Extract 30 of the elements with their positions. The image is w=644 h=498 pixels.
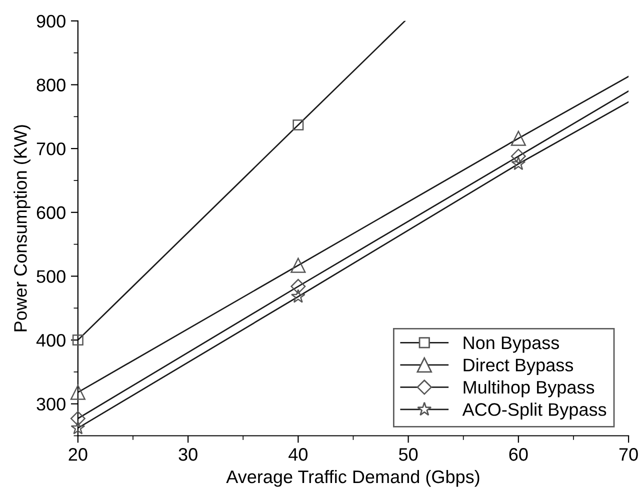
y-tick-label: 700: [36, 142, 66, 156]
legend-label: ACO-Split Bypass: [462, 402, 606, 420]
x-tick-label: 30: [178, 448, 198, 461]
y-tick-label: 500: [36, 270, 66, 283]
y-tick-label: 400: [36, 334, 66, 347]
point: [290, 278, 306, 294]
x-tick-label: 20: [68, 448, 88, 461]
legend-label: Non Bypass: [464, 336, 559, 353]
x-tick-label: 60: [509, 448, 528, 461]
y-tick-label: 600: [36, 206, 66, 220]
y-tick-label: 800: [36, 78, 66, 92]
point: [72, 334, 84, 346]
x-tick-label: 70: [619, 448, 638, 461]
point: [290, 289, 306, 303]
x-axis-title: Average Traffic Demand (Gbps): [226, 470, 480, 487]
point: [510, 148, 526, 164]
y-tick-label: 900: [36, 14, 66, 28]
point: [70, 420, 86, 434]
point: [70, 411, 86, 426]
point: [292, 119, 304, 130]
legend-label: Multihop Bypass: [464, 380, 594, 398]
point: [511, 156, 526, 170]
y-tick-label: 300: [36, 398, 66, 411]
point: [510, 130, 526, 146]
y-axis-title: Power Consumption (KW): [14, 125, 30, 332]
point: [70, 384, 86, 400]
x-tick-label: 40: [288, 448, 308, 461]
point: [290, 258, 306, 273]
legend-label: Direct Bypass: [464, 358, 574, 376]
x-tick-label: 50: [398, 448, 418, 461]
